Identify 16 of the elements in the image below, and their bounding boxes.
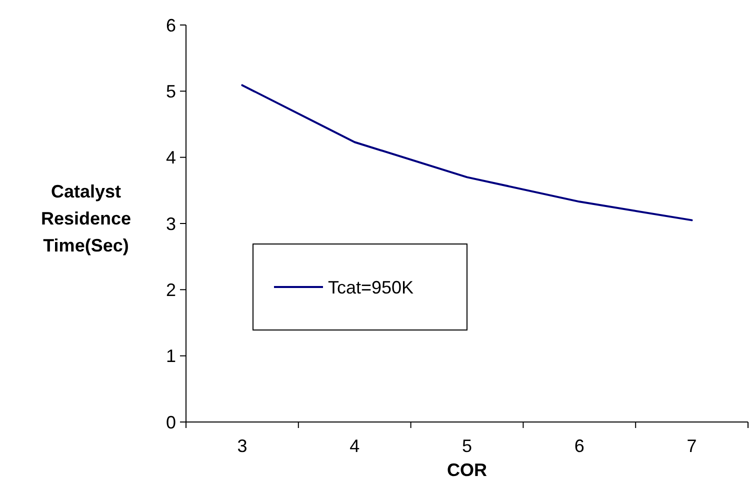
x-tick-label: 3 [237,436,248,456]
x-tick-label: 6 [574,436,584,456]
y-tick-label: 6 [166,15,176,36]
y-tick-label: 5 [166,81,176,102]
y-tick-label: 4 [166,148,176,168]
x-axis-title: COR [447,460,487,480]
line-series [241,84,693,222]
x-tick-label: 5 [462,436,472,456]
y-tick-label: 0 [166,412,176,432]
y-tick-label: 3 [166,214,176,234]
x-tick-label: 7 [686,436,697,456]
y-tick-label: 2 [166,280,176,300]
y-axis-title: Catalyst Residence Time(Sec) [40,182,132,256]
y-tick-label: 1 [166,346,176,366]
x-tick-label: 4 [350,436,360,456]
legend-label: Tcat=950K [328,277,414,298]
